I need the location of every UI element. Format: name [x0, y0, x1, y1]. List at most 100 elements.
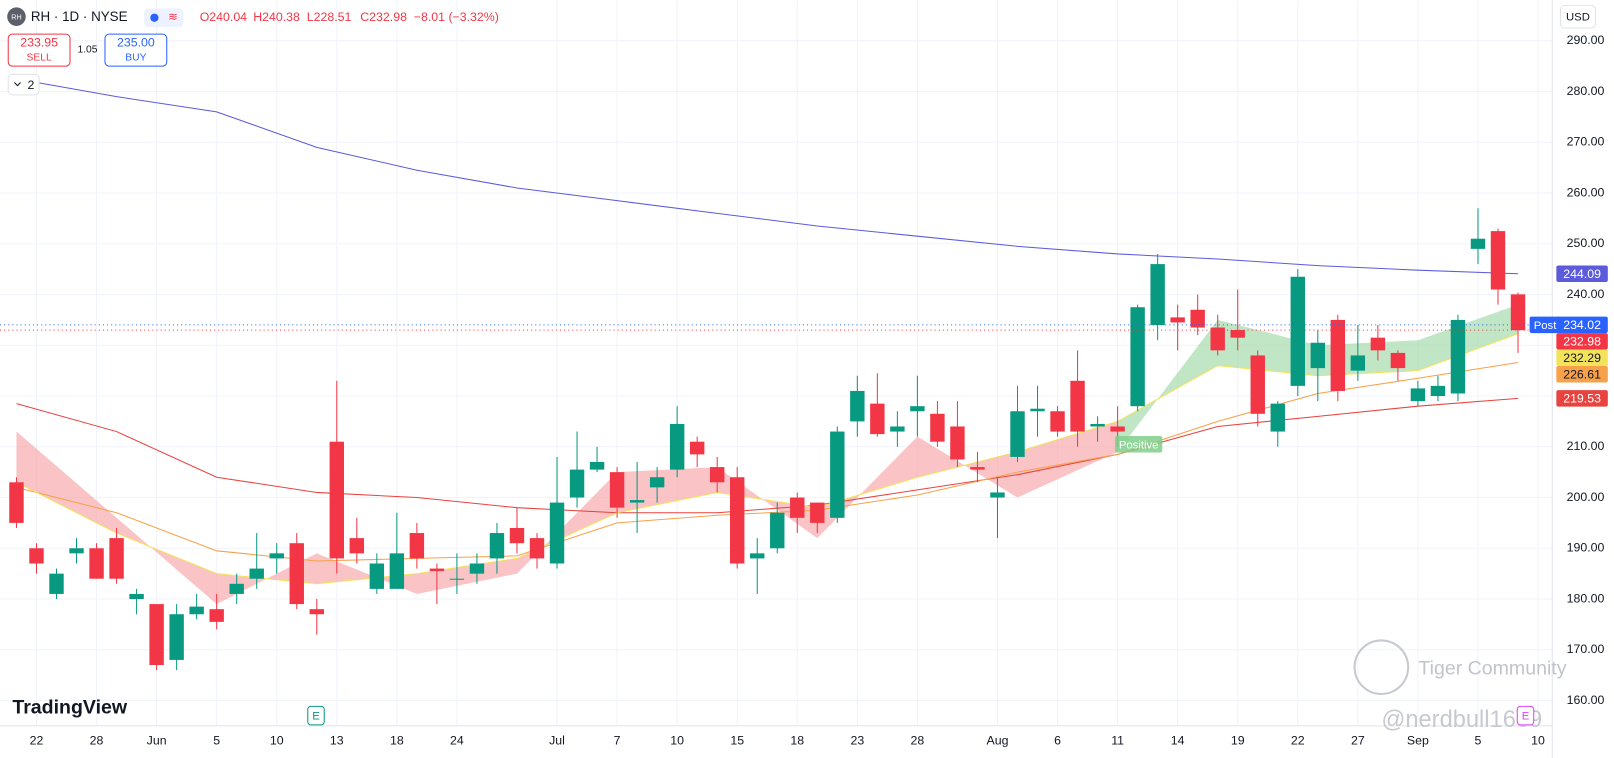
y-tick-label: 210.00 [1567, 439, 1605, 453]
candle-body [209, 609, 224, 622]
session-icon [150, 13, 159, 22]
candle-body [289, 543, 304, 605]
annotation-box [1114, 436, 1163, 453]
y-tick-label: 260.00 [1567, 185, 1605, 199]
candle-body [970, 467, 985, 470]
spread: 1.05 [77, 44, 97, 55]
earnings-icon[interactable] [307, 705, 325, 726]
currency-button[interactable] [1559, 4, 1596, 29]
candle-body [569, 469, 585, 498]
x-tick-label: 28 [90, 734, 104, 748]
x-tick-label: 10 [270, 734, 284, 748]
logo-circle [7, 7, 26, 26]
sell-label: SELL [27, 53, 52, 64]
ohlc-close: C232.98 [360, 10, 407, 24]
candle-body [369, 563, 385, 589]
x-tick-label: Aug [986, 734, 1008, 748]
x-tick-label: 18 [390, 734, 404, 748]
y-tick-label: 280.00 [1567, 84, 1605, 98]
candle-body [1150, 264, 1165, 325]
price-tag-label: 234.02 [1563, 318, 1601, 332]
x-tick-label: 24 [450, 734, 464, 748]
candle-body [1050, 411, 1065, 432]
logo-text: RH [11, 13, 21, 22]
candle-body [790, 497, 805, 518]
candle-body [269, 553, 284, 559]
candle-body [689, 441, 705, 455]
candle-body [409, 533, 425, 559]
price-tag-label: 232.98 [1563, 335, 1601, 349]
moving-average [16, 397, 1519, 514]
y-tick-label: 270.00 [1567, 135, 1605, 149]
moving-average [16, 78, 1519, 275]
y-tick-label: 160.00 [1567, 693, 1605, 707]
candle-body [930, 413, 945, 442]
candle-body [169, 614, 184, 660]
plot: Positive [0, 78, 1553, 671]
moving-average [16, 361, 1519, 562]
price-tag [1556, 265, 1608, 283]
x-tick-label: 11 [1111, 734, 1124, 748]
candle-body [1070, 380, 1085, 432]
y-tick-label: 170.00 [1567, 642, 1605, 656]
candle-body [129, 593, 144, 600]
candle-body [589, 462, 605, 470]
ohlc-change: −8.01 (−3.32%) [414, 10, 499, 24]
indicators-toggle[interactable] [7, 73, 40, 96]
candle-body [69, 548, 84, 554]
candle-body [1210, 327, 1225, 351]
x-tick-label: 22 [1291, 734, 1305, 748]
candle-body [1430, 385, 1446, 397]
candle-body [549, 502, 565, 564]
post-tag-label: Post [1534, 320, 1557, 332]
earnings-icon-2[interactable] [1516, 705, 1535, 726]
candle-body [1230, 330, 1245, 338]
price-tag [1556, 390, 1608, 407]
candle-body [229, 583, 244, 594]
x-tick-label: 6 [1054, 734, 1061, 748]
price-tag [1556, 316, 1608, 334]
candle-body [950, 426, 965, 460]
sell-button[interactable] [7, 33, 71, 67]
x-tick-label: 18 [790, 734, 804, 748]
buy-label: BUY [125, 53, 146, 64]
ohlc-low: L228.51 [307, 10, 352, 24]
x-tick-label: 7 [614, 734, 621, 748]
wave-icon: ≋ [168, 12, 177, 24]
price-tag-label: 232.29 [1563, 351, 1601, 365]
y-tick-label: 180.00 [1567, 591, 1605, 605]
candle-body [990, 492, 1005, 498]
candle-body [1470, 238, 1486, 249]
x-tick-label: 15 [730, 734, 744, 748]
x-tick-label: 5 [213, 734, 220, 748]
price-tag [1556, 349, 1608, 367]
symbol-title[interactable]: RH · 1D · NYSE [31, 9, 128, 24]
x-tick-label: Sep [1407, 734, 1429, 748]
candle-body [609, 472, 625, 508]
candle-body [309, 609, 324, 615]
candle-body [429, 568, 445, 572]
candle-body [770, 512, 785, 549]
candle-body [1490, 231, 1506, 290]
candle-body [29, 548, 44, 564]
currency: USD [1566, 12, 1590, 24]
x-tick-label: 22 [30, 734, 44, 748]
ohlc-open: O240.04 [200, 10, 247, 24]
candle-body [189, 606, 204, 615]
candle-body [669, 423, 685, 470]
candle-body [1510, 294, 1526, 331]
earnings-icon-text: E [312, 711, 320, 723]
session-badge[interactable] [144, 8, 184, 27]
candle-body [1030, 408, 1045, 412]
x-tick-label: 10 [670, 734, 684, 748]
candle-body [1110, 426, 1125, 432]
candle-body [1250, 355, 1265, 414]
candle-body [1170, 317, 1185, 323]
x-tick-label: Jul [549, 734, 565, 748]
candle-body [249, 568, 264, 579]
candle-body [149, 604, 164, 665]
candle-body [349, 538, 365, 554]
buy-button[interactable] [104, 33, 168, 67]
y-tick-label: 200.00 [1567, 490, 1605, 504]
